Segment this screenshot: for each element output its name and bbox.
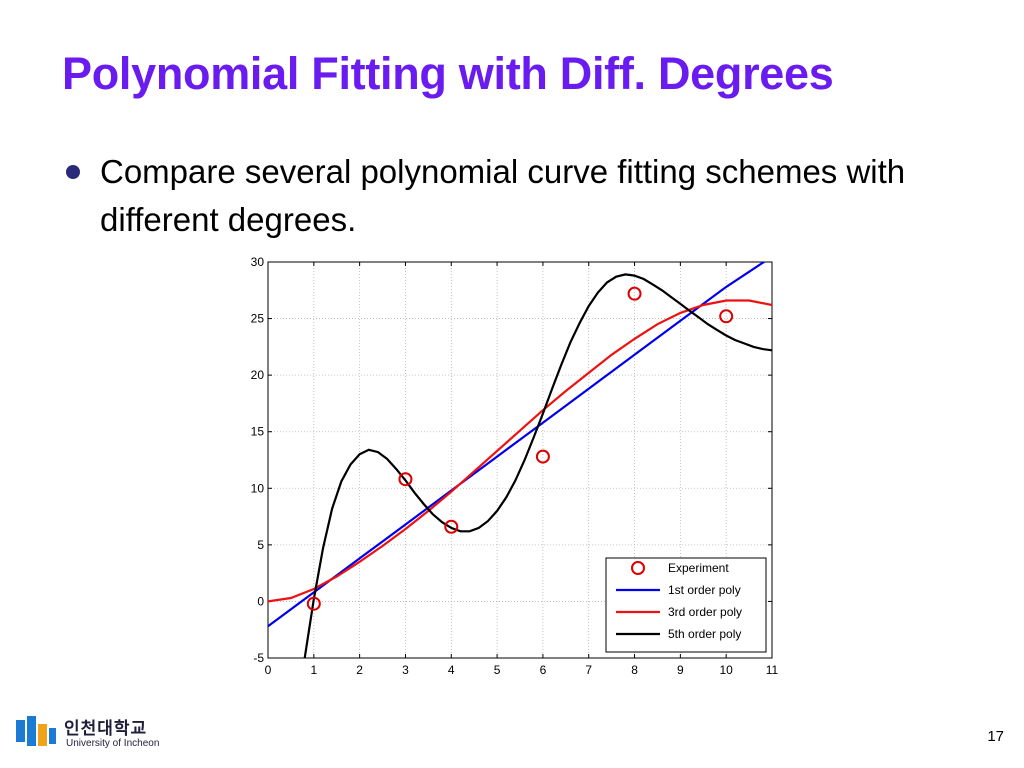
university-name-english: University of Incheon — [66, 738, 160, 749]
page-number: 17 — [987, 728, 1004, 745]
experiment-point — [398, 472, 413, 487]
x-tick-label: 2 — [356, 663, 363, 677]
x-tick-label: 0 — [265, 663, 272, 677]
legend-label-experiment: Experiment — [668, 561, 729, 575]
x-tick-label: 5 — [494, 663, 501, 677]
y-tick-label: 30 — [251, 255, 265, 269]
y-tick-label: 5 — [257, 538, 264, 552]
experiment-point — [306, 596, 321, 611]
x-tick-label: 3 — [402, 663, 409, 677]
x-tick-label: 1 — [310, 663, 317, 677]
bullet-point: Compare several polynomial curve fitting… — [62, 148, 962, 244]
experiment-point — [719, 309, 734, 324]
y-tick-label: 15 — [251, 425, 265, 439]
x-tick-label: 10 — [720, 663, 734, 677]
legend-marker-experiment — [631, 561, 645, 575]
experiment-point — [535, 449, 550, 464]
x-tick-label: 8 — [631, 663, 638, 677]
x-tick-label: 4 — [448, 663, 455, 677]
x-tick-label: 11 — [766, 663, 779, 677]
legend-box — [605, 557, 767, 653]
experiment-point — [444, 519, 459, 534]
university-name-korean: 인천대학교 — [64, 719, 148, 739]
x-tick-label: 9 — [677, 663, 684, 677]
y-tick-label: -5 — [253, 651, 264, 665]
polynomial-fit-chart: 0 1 2 3 4 5 6 7 8 9 10 11-5051015202530Experiment1s… — [251, 255, 779, 677]
slide-title: Polynomial Fitting with Diff. Degrees — [62, 48, 834, 99]
y-tick-label: 20 — [251, 368, 265, 382]
x-tick-label: 7 — [585, 663, 592, 677]
series-line-poly5 — [303, 273, 772, 658]
university-logo: 인천대학교 University of Incheon — [14, 712, 214, 754]
y-tick-label: 10 — [251, 481, 265, 495]
experiment-point — [627, 286, 642, 301]
university-emblem-icon — [16, 716, 56, 746]
y-tick-label: 0 — [257, 594, 264, 608]
legend-label-poly3: 3rd order poly — [668, 605, 742, 619]
y-tick-label: 25 — [251, 312, 265, 326]
legend-label-poly5: 5th order poly — [668, 627, 741, 641]
bullet-text: Compare several polynomial curve fitting… — [100, 153, 906, 238]
plot-frame — [267, 261, 773, 659]
series-line-poly1 — [268, 262, 766, 628]
bullet-dot-icon — [66, 165, 80, 179]
legend-label-poly1: 1st order poly — [668, 583, 741, 597]
x-tick-label: 6 — [540, 663, 547, 677]
